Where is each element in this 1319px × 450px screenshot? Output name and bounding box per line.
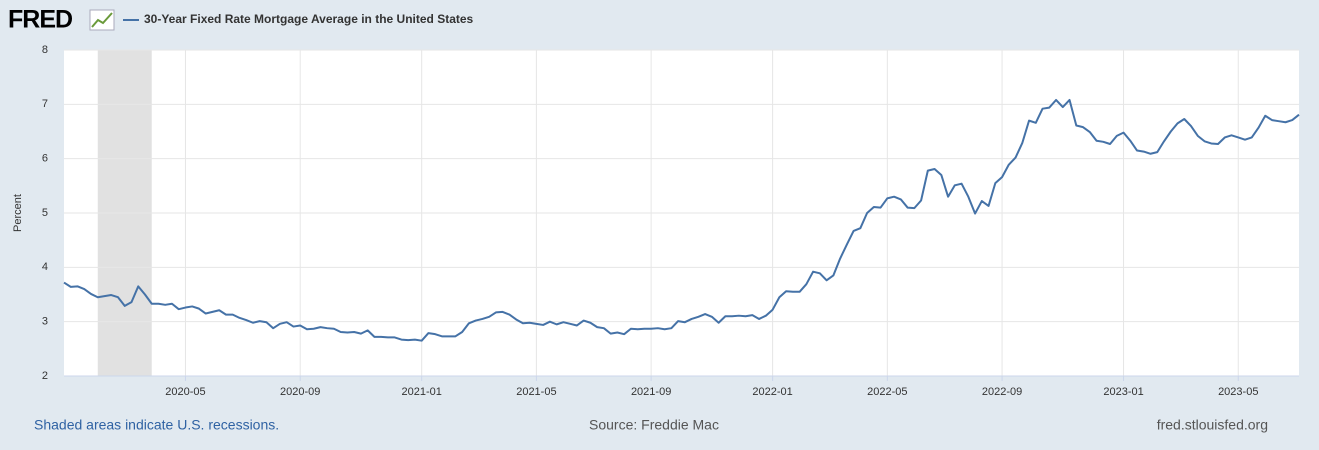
legend-label: 30-Year Fixed Rate Mortgage Average in t… <box>144 12 474 26</box>
y-tick-label: 6 <box>42 153 48 165</box>
x-tick-label: 2021-05 <box>516 386 556 398</box>
logo-icon <box>89 9 115 31</box>
x-tick-label: 2022-09 <box>982 386 1022 398</box>
y-tick-label: 3 <box>42 316 48 328</box>
y-tick-label: 2 <box>42 370 48 382</box>
y-tick-label: 8 <box>42 44 48 56</box>
y-tick-label: 5 <box>42 207 48 219</box>
fred-logo[interactable]: FRED <box>8 6 73 34</box>
x-tick-label: 2023-01 <box>1103 386 1143 398</box>
y-axis-label: Percent <box>12 194 24 232</box>
recession-note: Shaded areas indicate U.S. recessions. <box>34 417 279 433</box>
series-line <box>63 98 1300 342</box>
x-tick-label: 2022-05 <box>867 386 907 398</box>
x-tick-label: 2023-05 <box>1218 386 1258 398</box>
x-tick-label: 2021-09 <box>631 386 671 398</box>
x-tick-label: 2021-01 <box>401 386 441 398</box>
x-tick-label: 2020-09 <box>280 386 320 398</box>
y-tick-label: 4 <box>42 261 48 273</box>
y-tick-label: 7 <box>42 98 48 110</box>
site[interactable]: fred.stlouisfed.org <box>1157 417 1268 433</box>
x-tick-label: 2020-05 <box>165 386 205 398</box>
source: Source: Freddie Mac <box>589 417 719 433</box>
x-tick-label: 2022-01 <box>752 386 792 398</box>
